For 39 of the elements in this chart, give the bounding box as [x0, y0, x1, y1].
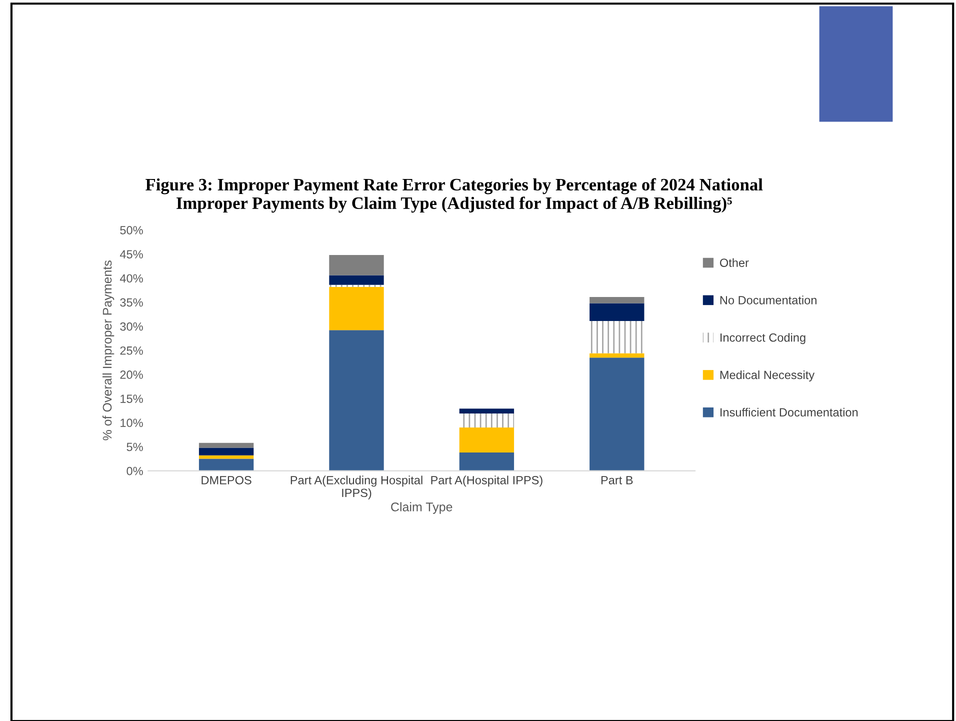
- chart-title: Figure 3: Improper Payment Rate Error Categories by Percentage of 2024 National Improper Payments by Claim Type (Adjusted for Impact of A/B Rebilling)⁵: [146, 178, 763, 213]
- legend-label: Insufficient Documentation: [720, 408, 858, 417]
- legend-label: Medical Necessity: [720, 370, 815, 382]
- bar: [459, 427, 514, 453]
- bar: [590, 296, 644, 304]
- legend-label: Incorrect Coding: [720, 333, 806, 344]
- bar: [590, 321, 644, 354]
- bar: [329, 286, 384, 330]
- x-tick-label: Part B: [601, 476, 633, 484]
- x-tick-label: DMEPOS: [202, 476, 252, 484]
- y-tick-label: 20%: [120, 370, 143, 379]
- bar: [329, 330, 384, 471]
- bar: [198, 442, 254, 448]
- legend-label: Other: [720, 258, 749, 267]
- x-tick-label: Part A(Hospital IPPS): [431, 476, 542, 487]
- y-tick-label: 30%: [120, 322, 143, 331]
- bar: [459, 452, 514, 471]
- legend-label: No Documentation: [720, 296, 816, 304]
- y-tick-label: 0%: [126, 466, 143, 476]
- y-axis-title: % of Overall Improper Payments: [102, 260, 114, 440]
- y-tick-label: 5%: [126, 442, 143, 452]
- bar: [329, 255, 384, 276]
- y-tick-label: 10%: [120, 418, 143, 428]
- bar: [198, 455, 254, 459]
- bar: [590, 358, 644, 471]
- y-tick-label: 50%: [120, 226, 143, 234]
- bar: [590, 353, 644, 358]
- y-tick-label: 15%: [120, 394, 143, 403]
- x-tick-label: Part A(Excluding Hospital IPPS): [290, 476, 422, 500]
- y-tick-label: 35%: [120, 298, 143, 307]
- y-tick-label: 45%: [120, 250, 143, 258]
- y-tick-label: 25%: [120, 346, 143, 355]
- bar: [198, 458, 254, 471]
- bar: [329, 275, 384, 285]
- bar: [459, 408, 514, 414]
- bar: [590, 303, 644, 322]
- x-axis-title: Claim Type: [391, 502, 452, 514]
- y-tick-label: 40%: [120, 274, 143, 283]
- bar: [198, 448, 254, 456]
